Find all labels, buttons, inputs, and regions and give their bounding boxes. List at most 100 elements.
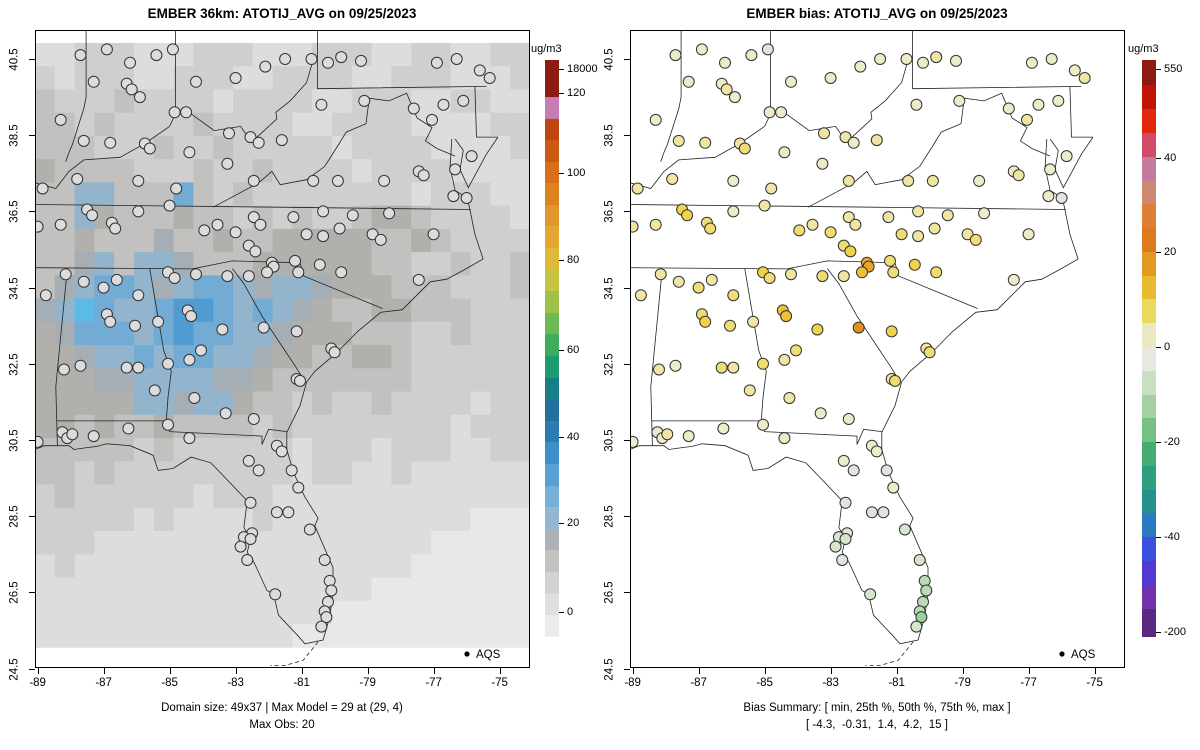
aqs-station-point (318, 554, 331, 566)
raster-cell (371, 577, 392, 602)
aqs-station-point (824, 226, 837, 239)
raster-cell (510, 600, 530, 625)
aqs-station-point (77, 275, 90, 288)
raster-cell (54, 345, 76, 369)
aqs-station-point (328, 346, 341, 359)
raster-cell (450, 531, 472, 555)
raster-cell (213, 461, 234, 486)
raster-cell (490, 252, 511, 276)
aqs-station-point (257, 321, 270, 334)
raster-cell (153, 89, 175, 114)
raster-cell (411, 600, 432, 625)
raster-cell (411, 298, 432, 323)
raster-cell (54, 507, 76, 532)
raster-cell (371, 112, 392, 137)
raster-cell (74, 461, 95, 486)
colorbar-tick (559, 93, 564, 95)
raster-cell (470, 531, 491, 555)
raster-cell (450, 577, 472, 602)
aqs-station-point (292, 266, 305, 279)
raster-cell (510, 391, 530, 416)
aqs-station-point (430, 56, 443, 69)
aqs-station-point (58, 363, 70, 376)
raster-cell (134, 438, 155, 462)
colorbar-segment (545, 291, 559, 313)
raster-cell (153, 66, 175, 90)
raster-cell (54, 43, 76, 67)
aqs-station-point (366, 228, 379, 241)
colorbar-segment (545, 485, 559, 508)
raster-cell (391, 414, 412, 439)
raster-cell (94, 228, 115, 253)
raster-cell (114, 89, 135, 114)
raster-cell (312, 182, 333, 207)
raster-cell (351, 252, 373, 276)
raster-cell (450, 438, 472, 462)
colorbar-tick (1156, 346, 1161, 348)
raster-cell (173, 205, 194, 230)
raster-cell (233, 391, 254, 416)
raster-cell (193, 507, 214, 532)
raster-cell (153, 507, 175, 532)
colorbar-tick (1156, 441, 1161, 443)
aqs-station-point (839, 533, 852, 545)
raster-cell (54, 577, 76, 602)
raster-cell (450, 228, 472, 253)
aqs-station-point (727, 289, 740, 302)
raster-cell (411, 321, 432, 346)
lon-tick-label: -77 (425, 677, 442, 689)
aqs-station-point (77, 134, 90, 147)
lat-tick-label: 28.5 (603, 505, 616, 528)
raster-cell (54, 554, 76, 579)
raster-cell (351, 66, 373, 90)
bias-caption-line1: Bias Summary: [ min, 25th %, 50th %, 75t… (743, 702, 1011, 714)
bias-colorbar-unit-label: ug/m3 (1128, 43, 1159, 55)
aqs-station-point (1055, 192, 1068, 204)
raster-cell (193, 414, 214, 439)
aqs-station-point (221, 157, 234, 170)
raster-cell (332, 391, 353, 416)
raster-cell (213, 624, 234, 648)
state-border (231, 268, 306, 382)
raster-cell (470, 89, 491, 114)
lat-axis-tick (624, 592, 630, 594)
aqs-station-point (1078, 72, 1091, 84)
colorbar-segment (1142, 465, 1156, 490)
raster-cell (54, 600, 76, 625)
aqs-station-point (211, 218, 224, 231)
colorbar-segment (545, 615, 559, 637)
aqs-station-point (763, 272, 776, 284)
aqs-station-point (100, 43, 113, 56)
aqs-station-point (170, 182, 183, 195)
raster-cell (450, 554, 472, 579)
raster-cell (351, 461, 373, 486)
raster-cell (490, 554, 511, 579)
colorbar-segment (1142, 299, 1156, 324)
aqs-station-point (727, 205, 740, 218)
aqs-station-point (1068, 64, 1081, 77)
aqs-station-point (252, 136, 265, 149)
aqs-station-point (705, 273, 718, 286)
raster-cell (252, 484, 274, 509)
raster-cell (94, 89, 115, 114)
raster-cell (332, 228, 353, 253)
raster-cell (272, 275, 293, 300)
raster-cell (134, 252, 155, 276)
aqs-station-point (778, 146, 791, 159)
raster-cell (312, 507, 333, 532)
colorbar-segment (545, 442, 559, 465)
aqs-station-point (162, 418, 174, 431)
raster-cell (114, 182, 135, 207)
raster-cell (272, 484, 293, 509)
raster-cell (431, 345, 452, 369)
raster-cell (193, 577, 214, 602)
aqs-station-point (961, 228, 974, 241)
raster-cell (153, 438, 175, 462)
aqs-station-point (699, 315, 712, 328)
aqs-station-point (758, 199, 771, 212)
aqs-station-point (717, 422, 730, 435)
raster-cell (54, 66, 76, 90)
raster-cell (173, 507, 194, 532)
aqs-station-point (229, 72, 242, 84)
